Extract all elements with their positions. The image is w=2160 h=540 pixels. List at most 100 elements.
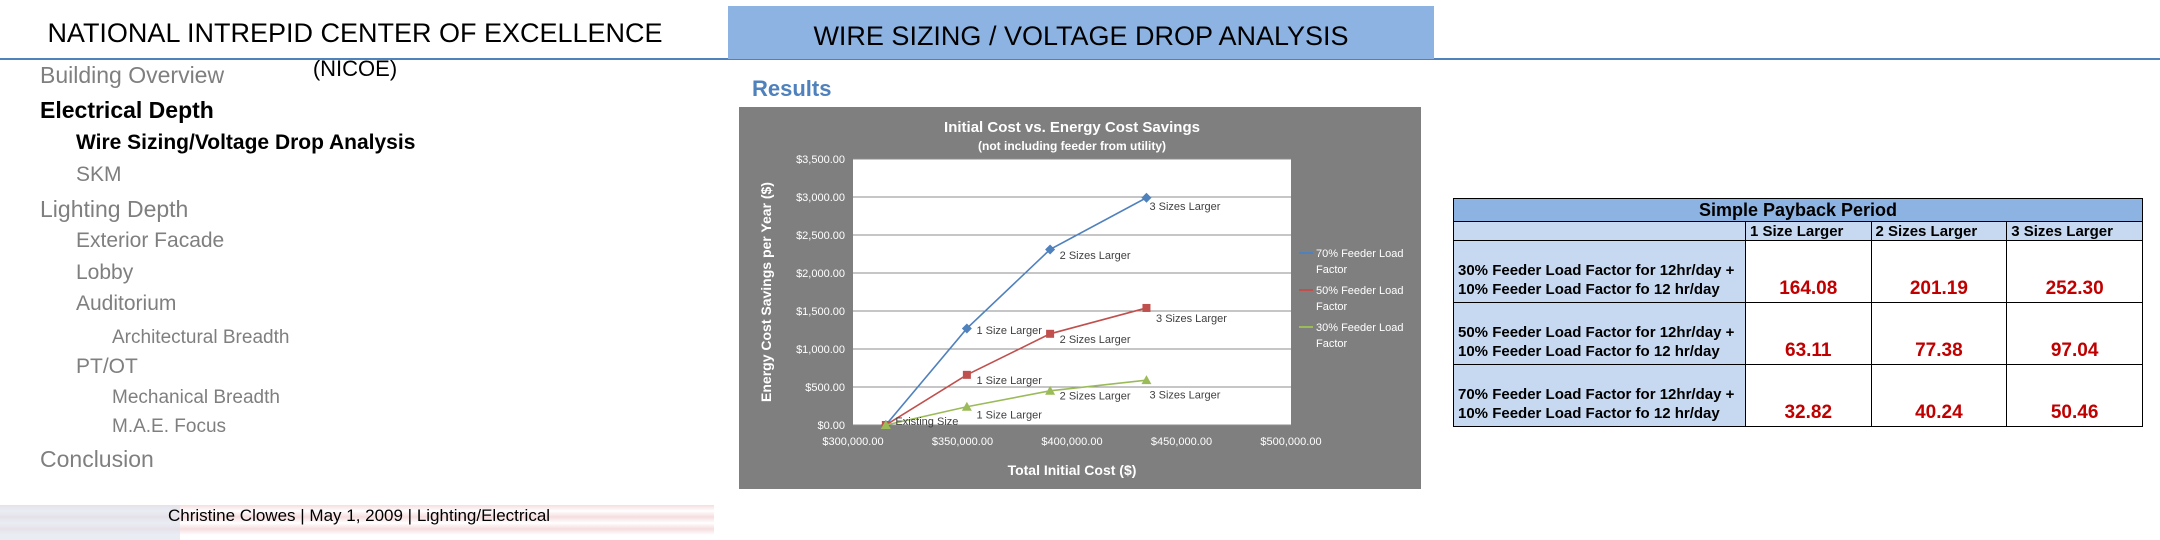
y-tick-label: $500.00 <box>805 382 845 394</box>
legend-entry: 30% Feeder Load Factor <box>1316 322 1403 350</box>
data-label: 3 Sizes Larger <box>1149 201 1220 213</box>
legend-text-line: Factor <box>1316 264 1348 276</box>
payback-header-col-2: 2 Sizes Larger <box>1870 221 2008 241</box>
y-tick-label: $3,500.00 <box>796 154 845 166</box>
x-tick-label: $450,000.00 <box>1151 436 1212 448</box>
cost-savings-chart: Initial Cost vs. Energy Cost Savings (no… <box>739 107 1421 489</box>
y-tick-label: $2,500.00 <box>796 230 845 242</box>
data-point <box>962 370 971 379</box>
nav-architectural-breadth[interactable]: Architectural Breadth <box>112 327 290 348</box>
data-point <box>961 323 972 334</box>
nav-electrical-depth[interactable]: Electrical Depth <box>40 97 214 123</box>
payback-cell: 252.30 <box>2006 240 2143 303</box>
payback-cell: 63.11 <box>1745 302 1872 365</box>
data-label: 2 Sizes Larger <box>1060 334 1131 346</box>
row-label-line: 70% Feeder Load Factor for 12hr/day + <box>1458 386 1735 403</box>
results-label: Results <box>752 76 832 101</box>
page-title: NATIONAL INTREPID CENTER OF EXCELLENCE (… <box>40 16 670 86</box>
x-tick-label: $400,000.00 <box>1041 436 1102 448</box>
slide-header-title: WIRE SIZING / VOLTAGE DROP ANALYSIS <box>813 21 1349 51</box>
payback-cell: 50.46 <box>2006 364 2143 427</box>
page-title-main: NATIONAL INTREPID CENTER OF EXCELLENCE <box>47 18 663 48</box>
y-tick-label: $2,000.00 <box>796 268 845 280</box>
chart-y-axis-label: Energy Cost Savings per Year ($) <box>758 182 774 402</box>
table-row: 70% Feeder Load Factor for 12hr/day + 10%… <box>1453 364 2143 427</box>
legend-text-line: 50% Feeder Load <box>1316 285 1403 297</box>
data-label: 2 Sizes Larger <box>1060 250 1131 262</box>
y-tick-label: $0.00 <box>817 420 845 432</box>
nav-skm[interactable]: SKM <box>76 163 122 186</box>
chart-subtitle: (not including feeder from utility) <box>978 139 1166 153</box>
data-point <box>1046 329 1055 338</box>
series-line <box>885 197 1147 426</box>
data-point <box>1141 375 1152 385</box>
data-point <box>1142 303 1151 312</box>
data-label: 3 Sizes Larger <box>1156 313 1227 325</box>
legend-text-line: Factor <box>1316 338 1348 350</box>
row-label-line: 30% Feeder Load Factor for 12hr/day + <box>1458 262 1735 279</box>
nav-wire-sizing[interactable]: Wire Sizing/Voltage Drop Analysis <box>76 131 416 154</box>
row-label-line: 10% Feeder Load Factor fo 12 hr/day <box>1458 405 1720 422</box>
nav-mae-focus[interactable]: M.A.E. Focus <box>112 416 227 437</box>
data-label: 1 Size Larger <box>976 375 1042 387</box>
y-tick-label: $1,000.00 <box>796 344 845 356</box>
x-tick-label: $500,000.00 <box>1260 436 1321 448</box>
payback-cell: 77.38 <box>1870 302 2008 365</box>
payback-cell: 164.08 <box>1745 240 1872 303</box>
payback-cell: 97.04 <box>2006 302 2143 365</box>
legend-text-line: Factor <box>1316 301 1348 313</box>
data-label: 1 Size Larger <box>976 325 1042 337</box>
y-tick-label: $1,500.00 <box>796 306 845 318</box>
nav-auditorium[interactable]: Auditorium <box>76 292 177 315</box>
data-label: 2 Sizes Larger <box>1060 390 1131 402</box>
legend-entry: 50% Feeder Load Factor <box>1316 285 1403 313</box>
series-line <box>885 307 1147 426</box>
payback-cell: 40.24 <box>1870 364 2008 427</box>
data-label: Existing Size <box>895 416 958 428</box>
data-point <box>1141 192 1152 203</box>
plot-area <box>853 159 1291 425</box>
data-point <box>961 401 972 411</box>
nav-lighting-depth[interactable]: Lighting Depth <box>40 196 189 222</box>
payback-cell: 201.19 <box>1870 240 2008 303</box>
legend-text-line: 70% Feeder Load <box>1316 248 1403 260</box>
row-label-line: 50% Feeder Load Factor for 12hr/day + <box>1458 324 1735 341</box>
payback-header-empty <box>1453 221 1746 241</box>
row-label-line: 10% Feeder Load Factor fo 12 hr/day <box>1458 281 1720 298</box>
flag-canton-decoration <box>0 505 180 540</box>
nav-lobby[interactable]: Lobby <box>76 261 134 284</box>
nav-conclusion[interactable]: Conclusion <box>40 446 154 472</box>
legend-text-line: 30% Feeder Load <box>1316 322 1403 334</box>
payback-row-label: 50% Feeder Load Factor for 12hr/day + 10%… <box>1453 302 1746 365</box>
nav-pt-ot[interactable]: PT/OT <box>76 355 138 378</box>
header-divider <box>0 58 2160 60</box>
payback-cell: 32.82 <box>1745 364 1872 427</box>
nav-building-overview[interactable]: Building Overview <box>40 62 225 88</box>
chart-svg: Initial Cost vs. Energy Cost Savings (no… <box>739 107 1421 489</box>
data-point <box>1045 385 1056 395</box>
series-line <box>885 379 1147 426</box>
x-tick-label: $350,000.00 <box>932 436 993 448</box>
y-tick-label: $3,000.00 <box>796 192 845 204</box>
footer-text: Christine Clowes | May 1, 2009 | Lightin… <box>168 506 551 525</box>
data-point <box>1045 244 1056 255</box>
page-title-suffix: (NICOE) <box>312 56 398 81</box>
x-tick-label: $300,000.00 <box>822 436 883 448</box>
payback-row-label: 30% Feeder Load Factor for 12hr/day + 10%… <box>1453 240 1746 303</box>
nav-exterior-facade[interactable]: Exterior Facade <box>76 229 225 252</box>
data-label: 3 Sizes Larger <box>1149 390 1220 402</box>
payback-row-label: 70% Feeder Load Factor for 12hr/day + 10%… <box>1453 364 1746 427</box>
data-point <box>880 420 891 429</box>
chart-title: Initial Cost vs. Energy Cost Savings <box>944 119 1200 136</box>
payback-table: Simple Payback Period 1 Size Larger 2 Si… <box>1453 198 2143 427</box>
legend-entry: 70% Feeder Load Factor <box>1316 248 1403 276</box>
payback-header-col-3: 3 Sizes Larger <box>2006 221 2143 241</box>
payback-title: Simple Payback Period <box>1453 198 2143 222</box>
row-label-line: 10% Feeder Load Factor fo 12 hr/day <box>1458 343 1720 360</box>
nav-mechanical-breadth[interactable]: Mechanical Breadth <box>112 387 280 408</box>
chart-x-axis-label: Total Initial Cost ($) <box>1008 462 1137 478</box>
table-row: 50% Feeder Load Factor for 12hr/day + 10%… <box>1453 302 2143 365</box>
payback-header-col-1: 1 Size Larger <box>1745 221 1872 241</box>
slide-header: WIRE SIZING / VOLTAGE DROP ANALYSIS <box>728 6 1434 59</box>
data-label: 1 Size Larger <box>976 409 1042 421</box>
